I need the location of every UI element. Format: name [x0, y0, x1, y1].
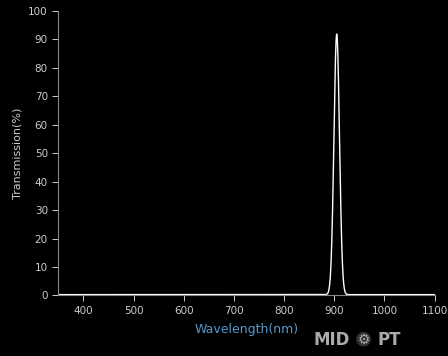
Y-axis label: Transmission(%): Transmission(%)	[13, 108, 23, 199]
Text: MID: MID	[314, 331, 350, 349]
X-axis label: Wavelength(nm): Wavelength(nm)	[194, 323, 298, 336]
Text: ●: ●	[355, 328, 372, 347]
Text: PT: PT	[378, 331, 401, 349]
Text: ⚙: ⚙	[358, 333, 370, 347]
